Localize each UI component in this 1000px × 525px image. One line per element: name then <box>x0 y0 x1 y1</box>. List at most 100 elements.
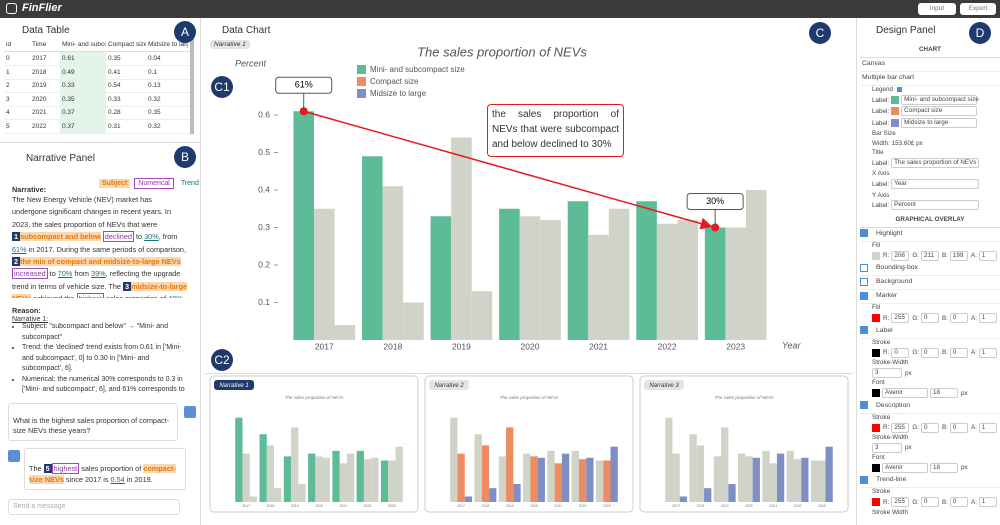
color-swatch <box>872 498 880 507</box>
panel-title: Narrative Panel <box>26 153 95 164</box>
color-swatch <box>891 95 900 104</box>
checkbox <box>860 277 868 286</box>
thumbnail-bar <box>745 456 753 502</box>
field-label: Width: 153.60£ px <box>872 139 923 147</box>
thumbnail-title: The sales proportion of NEVs <box>285 395 345 400</box>
thumbnail-x-label: 2023 <box>603 504 611 508</box>
thumbnail-bar <box>595 460 604 502</box>
thumbnail-bar <box>801 457 809 502</box>
input-button[interactable]: Input <box>918 3 956 15</box>
thumbnail-bar <box>283 456 292 502</box>
channel-label: B: <box>941 499 948 506</box>
thumbnail-x-label: 2019 <box>506 504 514 508</box>
table-cell: 0.35 <box>148 109 161 116</box>
bar <box>382 186 404 340</box>
color-swatch <box>872 423 880 432</box>
message-input[interactable]: Send a message <box>8 499 180 515</box>
channel-input: 0 <box>920 497 939 508</box>
thumbnail-bar <box>776 453 785 502</box>
thumbnail-x-label: 2017 <box>672 504 680 508</box>
table-cell: 0.49 <box>60 65 106 79</box>
callout-label: B <box>181 150 189 164</box>
table-cell: 3 <box>6 95 10 103</box>
field-label: Fill <box>872 304 881 312</box>
thumbnail-bar <box>356 450 364 502</box>
design-row-px: 3 px <box>860 442 1000 453</box>
text-segment: 61% <box>12 244 27 254</box>
text-segment: sales proportion of <box>104 294 168 298</box>
reason-subheading: Narrative 1: <box>12 316 49 323</box>
channel-label: A: <box>970 252 977 260</box>
thumbnail-bar <box>450 417 458 502</box>
thumbnail-bar <box>274 488 282 502</box>
checkbox <box>860 228 868 237</box>
reason: Numerical: the numerical 30% corresponds… <box>22 375 186 395</box>
thumbnail-bar <box>363 459 372 502</box>
bar <box>656 223 678 340</box>
design-row-input: Label: Compact size <box>860 106 1000 118</box>
label-box <box>686 193 744 210</box>
thumbnail-bar <box>810 460 819 502</box>
design-panel: CHART Canvas Multiple bar chart Legend Label… <box>860 42 1000 522</box>
text-segment: in 2019. <box>124 475 153 484</box>
logo-icon <box>6 3 17 14</box>
channel-label: A: <box>970 314 977 322</box>
channel-label: B: <box>941 252 948 260</box>
bar <box>362 156 383 340</box>
text-input: Midsize to large <box>901 117 978 128</box>
y-tick-label: 0.5 <box>258 147 270 157</box>
reason-heading: Reason: <box>12 306 41 315</box>
y-axis-label: Percent <box>235 58 267 68</box>
field-label: Stroke <box>872 413 891 421</box>
thumbnail-bar <box>665 417 673 502</box>
design-row-label: Stroke-Width <box>860 358 1000 368</box>
table-row: 5 2022 0.37 0.31 0.32 <box>4 119 190 134</box>
thumbnail-bar <box>395 446 403 502</box>
thumbnail-bar <box>489 488 497 502</box>
table-cell: 0.54 <box>108 82 121 89</box>
channel-label: R: <box>883 499 890 506</box>
design-row-input: Label: The sales proportion of NEVs <box>860 158 1000 170</box>
field-label: X Axis <box>872 170 890 178</box>
panel-title: Design Panel <box>876 25 936 36</box>
tag: Subject <box>99 179 131 188</box>
thumbnail-label: Narrative 3 <box>649 383 679 389</box>
design-row-label: Stroke Width <box>860 508 1000 518</box>
panel-title: Data Table <box>22 25 70 36</box>
bar <box>540 220 561 340</box>
text-segment: sales proportion of <box>79 464 144 473</box>
channel-label: R: <box>883 424 890 432</box>
design-row-rgba: R: 208 G: 211 B: 199 A: 1 <box>860 250 1000 261</box>
channel-input: 0 <box>920 313 939 324</box>
narrative-tag: Narrative 1 <box>210 40 250 49</box>
thumbnail-x-label: 2022 <box>794 504 802 508</box>
channel-input: 199 <box>949 250 968 261</box>
text-segment: 5 <box>43 464 52 473</box>
design-row-label: Width: 153.60£ px <box>860 139 1000 149</box>
table-cell: 0.61 <box>60 52 106 65</box>
reason-list: Subject: "subcompact and below" → "Mini-… <box>0 322 186 394</box>
design-row-item: Description <box>860 399 1000 414</box>
item-title: Trend-line <box>876 476 907 484</box>
design-row-label: Stroke <box>860 338 1000 348</box>
thumbnail-label: Narrative 1 <box>219 383 248 389</box>
divider <box>0 142 200 143</box>
item-title: Marker <box>876 292 898 300</box>
tag: Trend <box>180 180 199 187</box>
thumbnail-title: The sales proportion of NEVs <box>715 395 775 400</box>
x-tick-label: 2021 <box>589 341 608 351</box>
thumbnail-bar <box>713 456 722 502</box>
thumbnail-bar <box>315 456 323 502</box>
export-button[interactable]: Export <box>960 3 996 15</box>
thumbnail-bar <box>561 453 570 502</box>
channel-input: 1 <box>978 347 997 358</box>
thumbnail-bar <box>752 457 760 502</box>
y-tick-label: 0.1 <box>258 297 270 307</box>
bar <box>471 291 493 340</box>
size-input: 18 <box>930 387 958 398</box>
field-label: Legend <box>872 86 894 93</box>
design-row-label: Y Axis <box>860 191 1000 201</box>
text-segment: since 2017 is <box>63 475 111 484</box>
